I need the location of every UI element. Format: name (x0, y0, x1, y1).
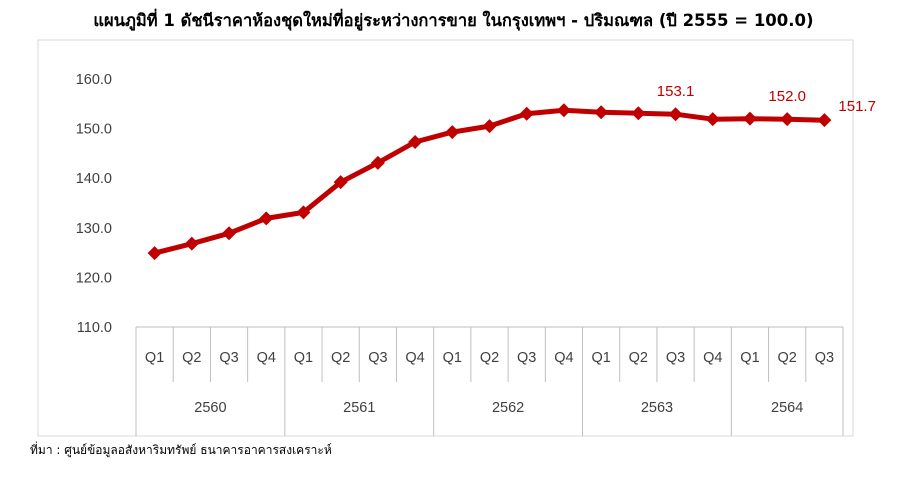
data-point-marker (222, 226, 237, 241)
data-point-marker (668, 107, 683, 122)
y-tick-label: 120.0 (76, 270, 112, 286)
chart-frame (37, 39, 854, 437)
x-tick-label: Q3 (517, 350, 536, 366)
year-group-label: 2560 (194, 400, 226, 416)
year-group-label: 2564 (771, 400, 803, 416)
y-tick-label: 160.0 (76, 72, 112, 88)
data-point-marker (742, 111, 757, 126)
x-tick-label: Q3 (219, 350, 238, 366)
x-tick-label: Q4 (554, 350, 573, 366)
x-tick-label: Q2 (331, 350, 350, 366)
y-tick-label: 130.0 (76, 221, 112, 237)
data-point-marker (147, 246, 162, 261)
x-tick-label: Q4 (703, 350, 722, 366)
data-point-marker (519, 106, 534, 121)
x-tick-label: Q3 (666, 350, 685, 366)
data-label: 151.7 (838, 98, 876, 115)
y-tick-label: 150.0 (76, 122, 112, 138)
chart-title: แผนภูมิที่ 1 ดัชนีราคาห้องชุดใหม่ที่อยู่… (93, 11, 814, 30)
data-label: 152.0 (768, 88, 806, 105)
data-point-marker (705, 112, 720, 127)
source-note: ที่มา : ศูนย์ข้อมูลอสังหาริมทรัพย์ ธนาคา… (30, 443, 332, 457)
data-label: 153.1 (657, 83, 695, 100)
data-point-marker (259, 211, 274, 226)
x-tick-label: Q3 (368, 350, 387, 366)
x-tick-label: Q1 (145, 350, 164, 366)
year-group-label: 2563 (641, 400, 673, 416)
data-point-marker (408, 134, 423, 149)
x-tick-label: Q1 (294, 350, 313, 366)
data-point-marker (594, 105, 609, 120)
x-tick-label: Q1 (443, 350, 462, 366)
x-tick-label: Q3 (815, 350, 834, 366)
data-point-marker (556, 103, 571, 118)
data-point-marker (817, 113, 832, 128)
plot-area (147, 103, 832, 261)
x-tick-label: Q2 (182, 350, 201, 366)
data-point-marker (296, 205, 311, 220)
data-labels: 153.1 152.0 151.7 (657, 83, 876, 115)
data-point-marker (482, 119, 497, 134)
x-tick-label: Q2 (778, 350, 797, 366)
year-group-label: 2561 (343, 400, 375, 416)
x-tick-label: Q1 (591, 350, 610, 366)
data-point-marker (445, 125, 460, 140)
y-tick-label: 110.0 (77, 320, 112, 336)
data-point-marker (370, 155, 385, 170)
data-point-marker (780, 112, 795, 127)
x-tick-label: Q2 (480, 350, 499, 366)
x-tick-label: Q4 (257, 350, 276, 366)
year-group-label: 2562 (492, 400, 524, 416)
x-tick-label: Q4 (405, 350, 424, 366)
x-axis: Q1 Q2 Q3 Q4 Q1 Q2 Q3 Q4 Q1 Q2 Q3 Q4 Q1 Q2 Q3 Q4 Q1 Q2 Q3 25… (135, 326, 844, 436)
y-axis: 110.0 120.0 130.0 140.0 150.0 160.0 (76, 72, 112, 336)
x-tick-label: Q1 (740, 350, 759, 366)
x-tick-label: Q2 (629, 350, 648, 366)
data-point-marker (184, 236, 199, 251)
data-point-marker (631, 106, 646, 121)
data-point-marker (333, 175, 348, 190)
y-tick-label: 140.0 (76, 171, 112, 187)
